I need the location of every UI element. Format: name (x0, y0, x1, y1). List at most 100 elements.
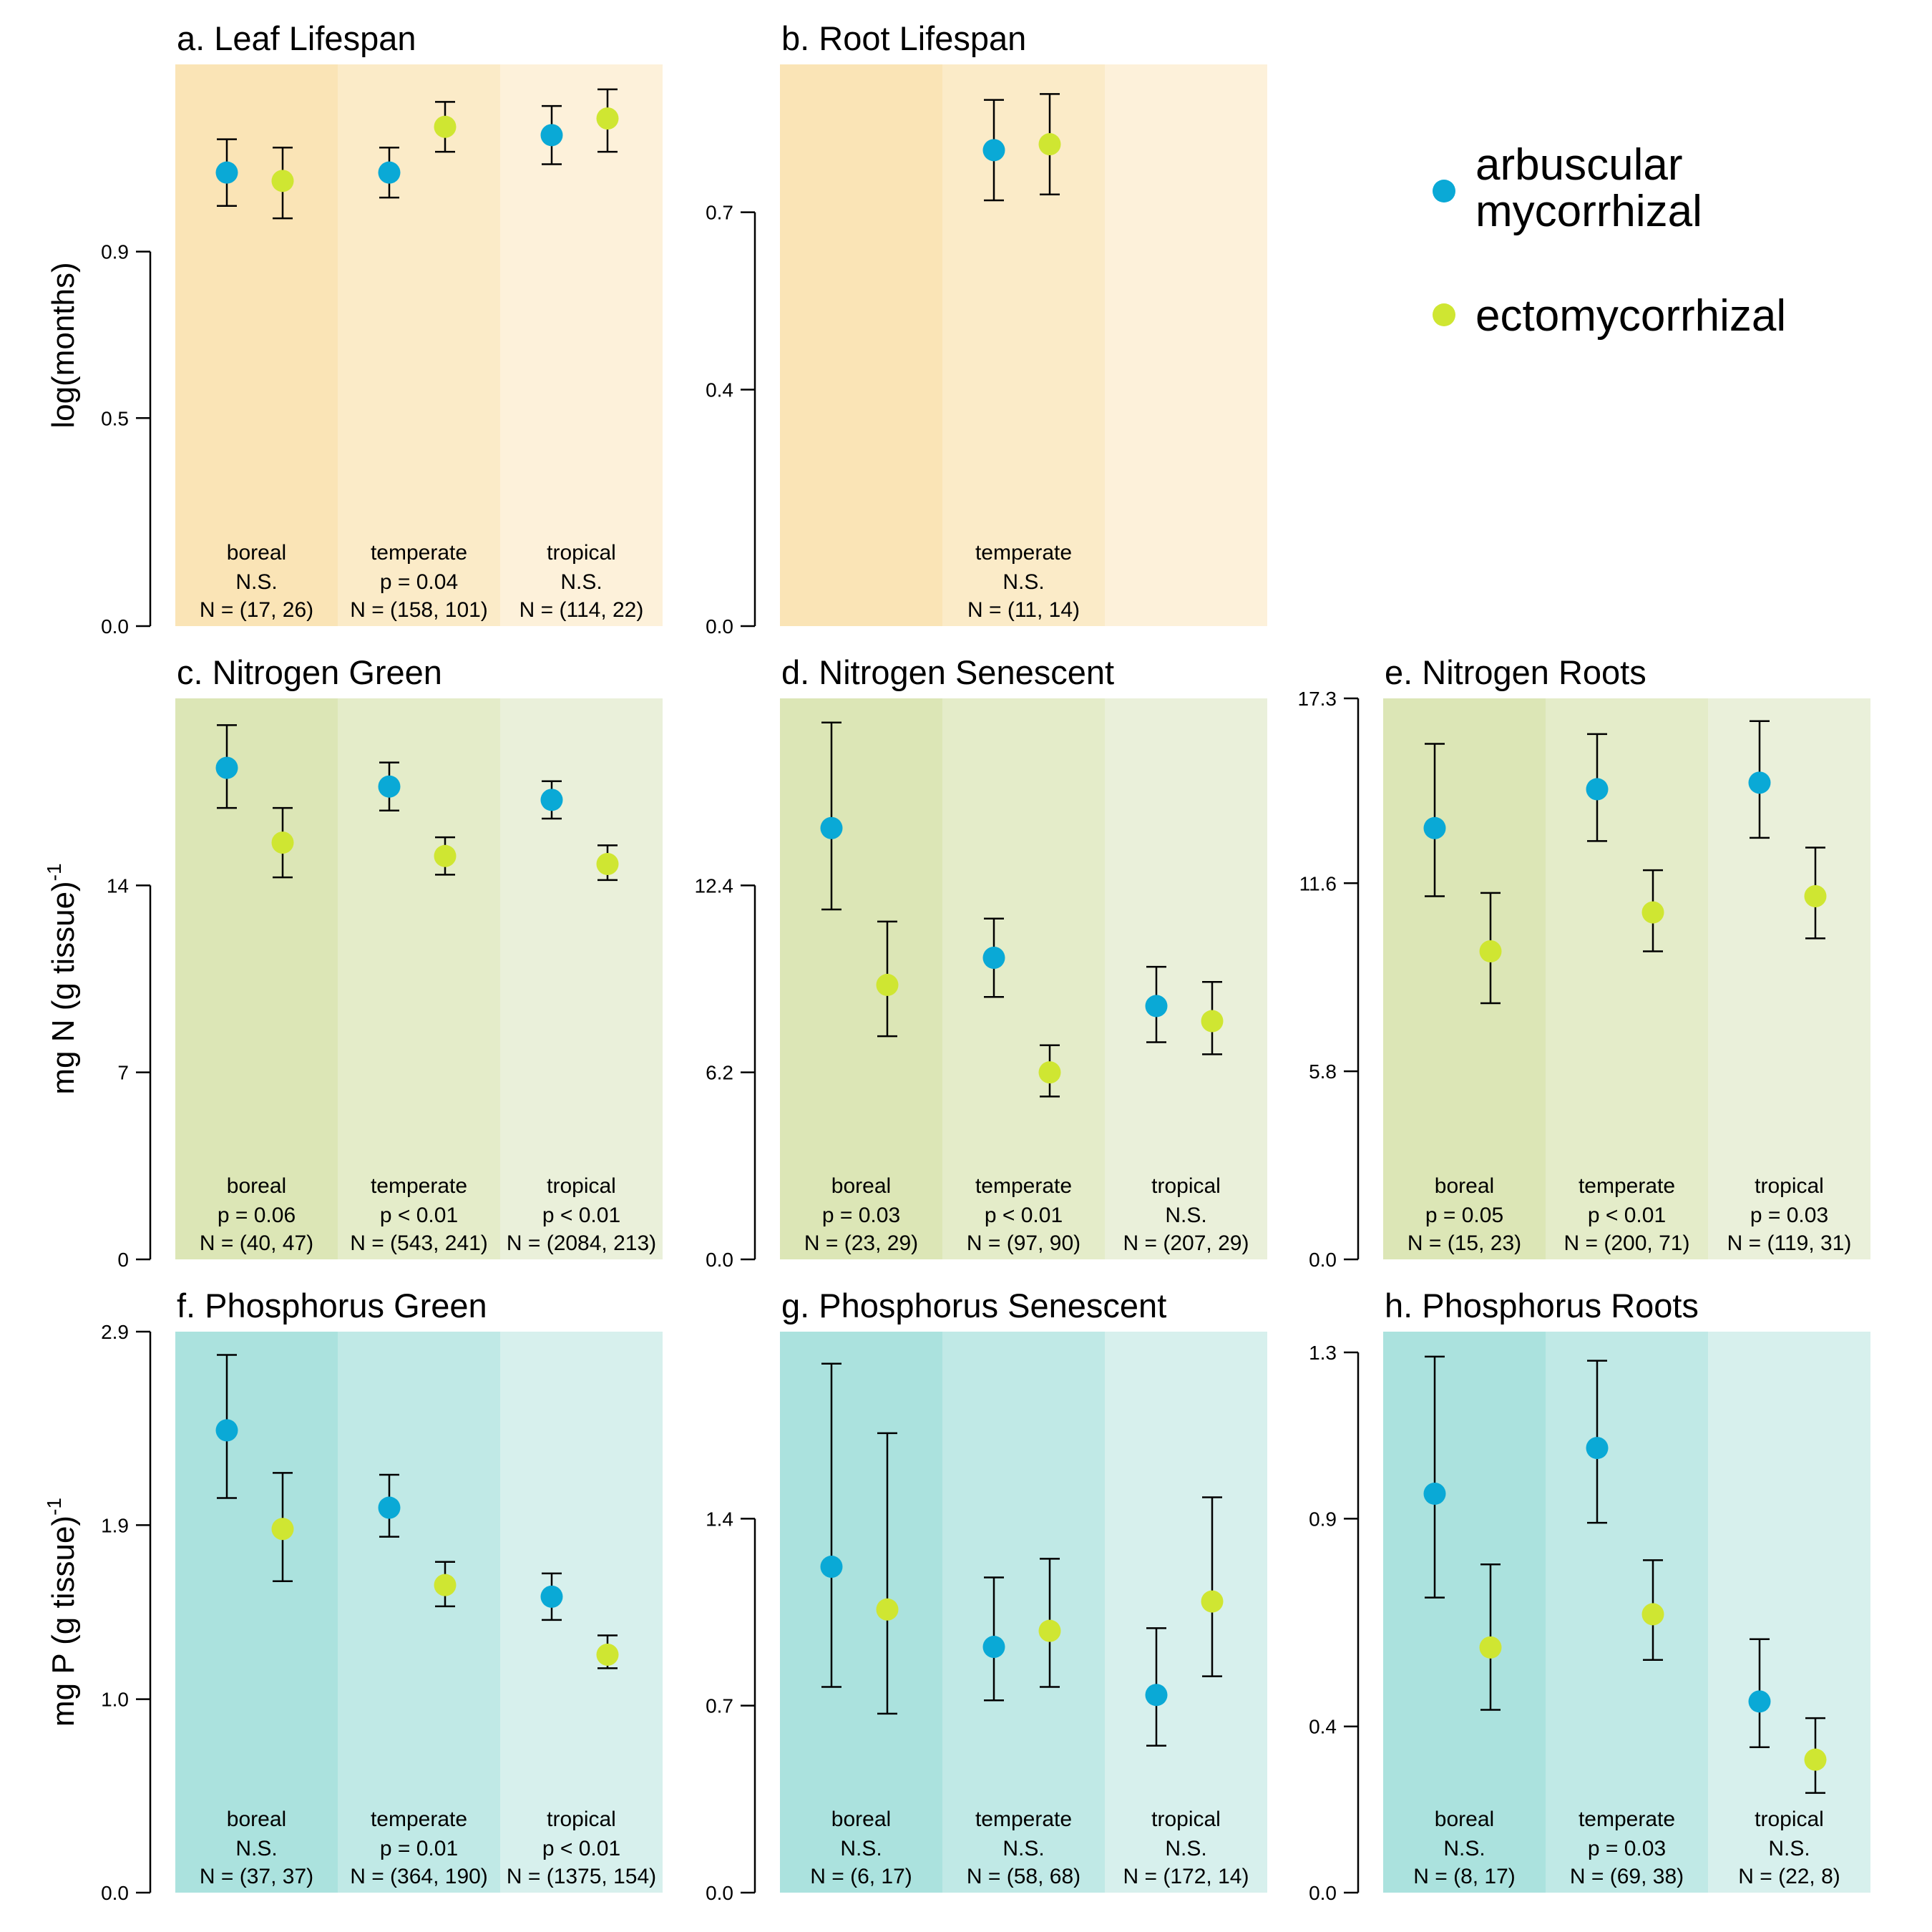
biome-label: temperate (1579, 1174, 1675, 1198)
band-g-1 (942, 1332, 1106, 1893)
band-d-0 (780, 698, 943, 1259)
biome-label: temperate (1579, 1807, 1675, 1831)
significance-label: N.S. (235, 1837, 277, 1860)
panel-e: e. Nitrogen Roots 0.0 5.8 11.6 17.3 boreal p =… (1298, 653, 1870, 1271)
point-ectomycorrhizal (1038, 133, 1061, 156)
point-arbuscular (1423, 816, 1446, 839)
y-axis-title-superscript: -1 (43, 863, 65, 881)
point-ectomycorrhizal (271, 170, 294, 192)
sample-size-label: N = (22, 8) (1738, 1865, 1840, 1888)
point-arbuscular (215, 1419, 238, 1442)
y-tick-label: 7 (117, 1062, 129, 1084)
point-ectomycorrhizal (434, 115, 457, 138)
point-arbuscular (1748, 771, 1771, 794)
point-ectomycorrhizal (434, 844, 457, 867)
y-tick-label: 0.9 (101, 241, 129, 263)
panel-title: g. Phosphorus Senescent (781, 1287, 1166, 1324)
y-axis-title-lifespan: log(months) (46, 262, 81, 428)
y-tick-label: 12.4 (695, 874, 734, 897)
point-arbuscular (540, 1585, 563, 1608)
significance-label: p = 0.03 (822, 1204, 900, 1227)
significance-label: N.S. (1002, 570, 1044, 594)
biome-label: boreal (1435, 1807, 1494, 1831)
y-tick-label: 1.0 (101, 1689, 129, 1711)
y-tick-label: 6.2 (706, 1062, 733, 1084)
point-arbuscular (982, 1636, 1005, 1659)
point-ectomycorrhizal (1038, 1061, 1061, 1084)
point-arbuscular (1145, 1684, 1168, 1707)
point-arbuscular (378, 775, 401, 798)
sample-size-label: N = (543, 241) (350, 1231, 488, 1255)
point-arbuscular (1586, 778, 1609, 801)
significance-label: p < 0.01 (542, 1837, 620, 1860)
point-ectomycorrhizal (876, 1598, 899, 1621)
panel-title: d. Nitrogen Senescent (781, 653, 1114, 691)
panel-title: e. Nitrogen Roots (1385, 653, 1646, 691)
biome-label: temperate (371, 1807, 467, 1831)
band-a-1 (338, 64, 501, 626)
band-a-0 (175, 64, 338, 626)
biome-label: boreal (227, 1174, 286, 1198)
point-ectomycorrhizal (1201, 1590, 1224, 1613)
point-ectomycorrhizal (596, 852, 619, 875)
legend-marker-0 (1433, 180, 1455, 203)
panels-layer: a. Leaf Lifespan 0.0 0.5 0.9 boreal N.S. N = (… (101, 19, 1870, 1904)
point-arbuscular (1748, 1690, 1771, 1713)
significance-label: N.S. (560, 570, 602, 594)
point-arbuscular (215, 756, 238, 779)
significance-label: p = 0.05 (1425, 1204, 1503, 1227)
significance-label: p = 0.01 (380, 1837, 458, 1860)
panel-title: c. Nitrogen Green (177, 653, 442, 691)
y-tick-label: 0.5 (101, 407, 129, 429)
panel-b: b. Root Lifespan 0.0 0.4 0.7 temperate N.S. N … (706, 19, 1267, 638)
point-arbuscular (1145, 995, 1168, 1018)
biome-label: temperate (371, 541, 467, 565)
sample-size-label: N = (114, 22) (519, 598, 644, 622)
y-tick-label: 0.4 (1309, 1716, 1337, 1738)
band-d-1 (942, 698, 1106, 1259)
band-h-1 (1546, 1332, 1709, 1893)
point-ectomycorrhizal (271, 831, 294, 854)
y-tick-label: 0.0 (1309, 1882, 1337, 1904)
y-axis-title-phosphorus: mg P (g tissue)-1 (43, 1498, 81, 1727)
panel-f: f. Phosphorus Green 0.0 1.0 1.9 2.9 boreal N.S… (101, 1287, 663, 1904)
significance-label: N.S. (1165, 1204, 1206, 1227)
sample-size-label: N = (172, 14) (1123, 1865, 1249, 1888)
significance-label: p < 0.01 (542, 1204, 620, 1227)
significance-label: p = 0.06 (218, 1204, 296, 1227)
biome-label: tropical (1755, 1174, 1824, 1198)
y-tick-label: 0.4 (706, 379, 733, 401)
y-tick-label: 1.9 (101, 1514, 129, 1536)
point-ectomycorrhizal (596, 107, 619, 130)
point-ectomycorrhizal (1641, 1603, 1664, 1626)
biome-label: tropical (547, 1174, 616, 1198)
y-tick-label: 0.7 (706, 202, 733, 224)
band-c-0 (175, 698, 338, 1259)
y-axis-title-text: mg P (g tissue) (46, 1516, 81, 1727)
band-d-2 (1105, 698, 1267, 1259)
y-tick-label: 1.3 (1309, 1342, 1337, 1364)
band-g-2 (1105, 1332, 1267, 1893)
sample-size-label: N = (6, 17) (810, 1865, 912, 1888)
sample-size-label: N = (58, 68) (967, 1865, 1080, 1888)
point-arbuscular (540, 124, 563, 147)
sample-size-label: N = (23, 29) (804, 1231, 918, 1255)
biome-label: temperate (371, 1174, 467, 1198)
y-axis-title-text: log(months) (46, 262, 81, 428)
point-ectomycorrhizal (876, 973, 899, 996)
sample-size-label: N = (1375, 154) (507, 1865, 656, 1888)
biome-label: boreal (831, 1174, 891, 1198)
band-b-1 (942, 64, 1106, 626)
y-tick-label: 17.3 (1298, 688, 1337, 710)
significance-label: N.S. (840, 1837, 882, 1860)
y-tick-label: 0.7 (706, 1695, 733, 1717)
legend-label: ectomycorrhizal (1475, 291, 1786, 341)
point-arbuscular (820, 816, 843, 839)
significance-label: p < 0.01 (1588, 1204, 1666, 1227)
band-e-1 (1546, 698, 1709, 1259)
panel-g: g. Phosphorus Senescent 0.0 0.7 1.4 boreal N.… (706, 1287, 1267, 1904)
y-tick-label: 5.8 (1309, 1060, 1337, 1083)
band-a-2 (500, 64, 663, 626)
sample-size-label: N = (158, 101) (350, 598, 488, 622)
